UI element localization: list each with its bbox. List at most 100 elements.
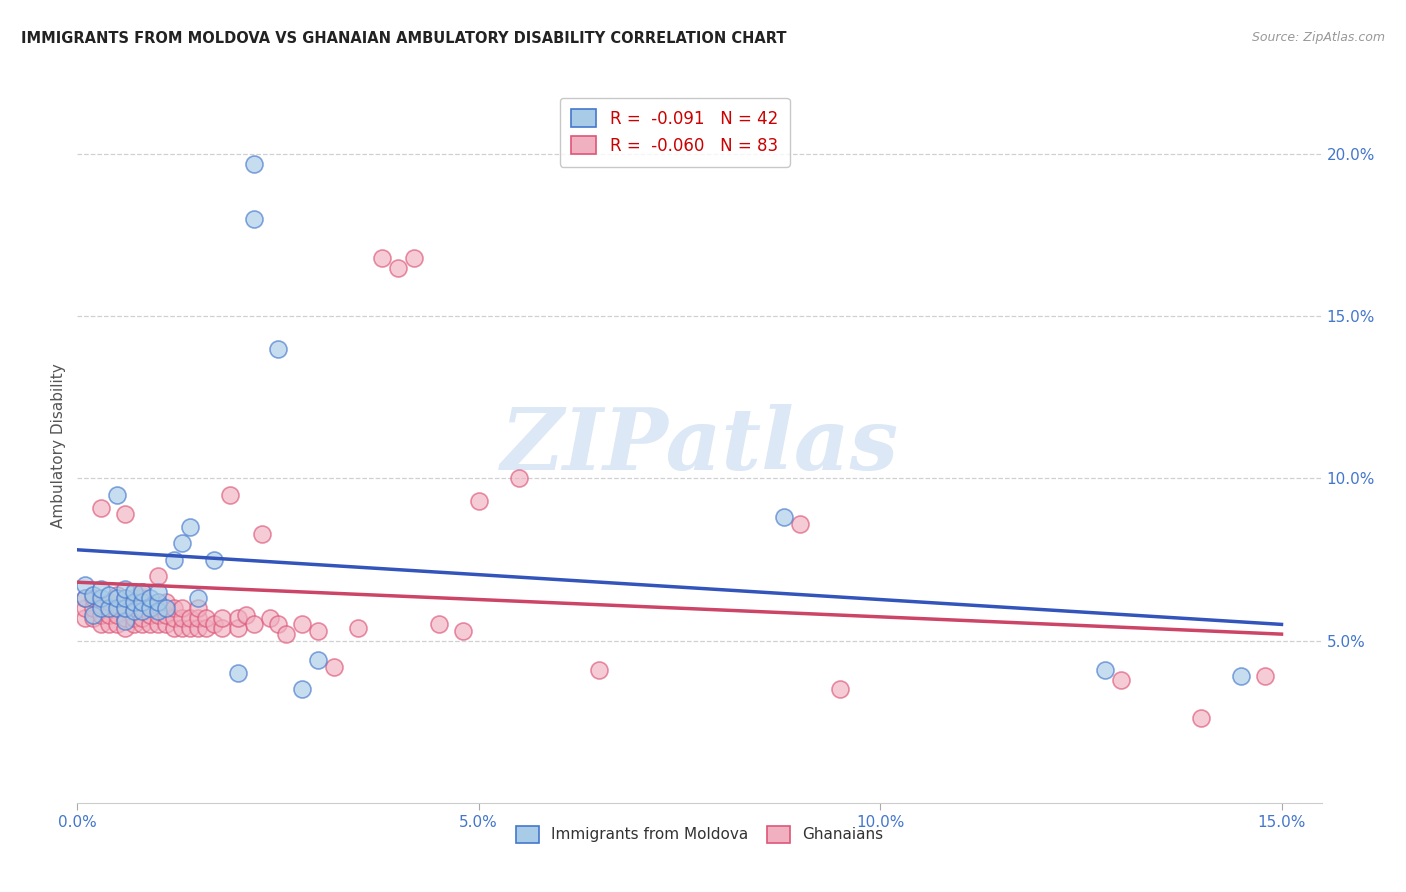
Point [98,617,121,632]
Legend: Immigrants from Moldova, Ghanaians: Immigrants from Moldova, Ghanaians [510,820,889,848]
Point [90,591,112,606]
Point [122,617,145,632]
Point [90,617,112,632]
Point [211,621,233,635]
Text: Source: ZipAtlas.com: Source: ZipAtlas.com [1251,31,1385,45]
Point [82,611,104,625]
Point [122,601,145,615]
Point [307,653,329,667]
Point [267,342,290,356]
Point [187,591,209,606]
Point [259,611,281,625]
Point [588,663,610,677]
Point [131,585,153,599]
Text: ZIPatlas: ZIPatlas [501,404,898,488]
Point [243,211,266,226]
Point [82,601,104,615]
Point [226,611,249,625]
Point [146,604,169,618]
Point [235,607,257,622]
Point [387,260,409,275]
Point [122,611,145,625]
Point [138,591,160,606]
Point [179,621,201,635]
Point [90,607,112,622]
Point [131,617,153,632]
Point [107,598,129,612]
Point [131,591,153,606]
Point [274,627,297,641]
Point [163,552,186,566]
Y-axis label: Ambulatory Disability: Ambulatory Disability [51,364,66,528]
Point [98,607,121,622]
Point [155,617,177,632]
Point [114,582,136,596]
Point [122,604,145,618]
Point [291,682,314,697]
Point [170,611,193,625]
Text: IMMIGRANTS FROM MOLDOVA VS GHANAIAN AMBULATORY DISABILITY CORRELATION CHART: IMMIGRANTS FROM MOLDOVA VS GHANAIAN AMBU… [21,31,786,46]
Point [155,595,177,609]
Point [75,591,97,606]
Point [1189,711,1212,725]
Point [131,604,153,618]
Point [202,552,225,566]
Point [179,611,201,625]
Point [146,595,169,609]
Point [107,617,129,632]
Point [347,621,370,635]
Point [789,516,811,531]
Point [427,617,450,632]
Point [122,595,145,609]
Point [155,601,177,615]
Point [82,591,104,606]
Point [194,611,217,625]
Point [1254,669,1277,683]
Point [138,598,160,612]
Point [146,617,169,632]
Point [250,526,273,541]
Point [170,601,193,615]
Point [146,585,169,599]
Point [114,601,136,615]
Point [404,251,426,265]
Point [371,251,394,265]
Point [114,591,136,606]
Point [90,601,112,615]
Point [179,520,201,534]
Point [187,621,209,635]
Point [114,621,136,635]
Point [131,611,153,625]
Point [226,621,249,635]
Point [211,611,233,625]
Point [226,666,249,681]
Point [267,617,290,632]
Point [307,624,329,638]
Point [155,607,177,622]
Point [90,582,112,596]
Point [163,621,186,635]
Point [107,601,129,615]
Point [82,588,104,602]
Point [114,614,136,628]
Point [75,611,97,625]
Point [107,588,129,602]
Point [98,588,121,602]
Point [451,624,474,638]
Point [131,601,153,615]
Point [1109,673,1132,687]
Point [75,591,97,606]
Point [146,568,169,582]
Point [138,601,160,615]
Point [1094,663,1116,677]
Point [98,595,121,609]
Point [114,601,136,615]
Point [828,682,851,697]
Point [90,500,112,515]
Point [163,601,186,615]
Point [218,488,240,502]
Point [114,591,136,606]
Point [467,494,489,508]
Point [243,617,266,632]
Point [187,611,209,625]
